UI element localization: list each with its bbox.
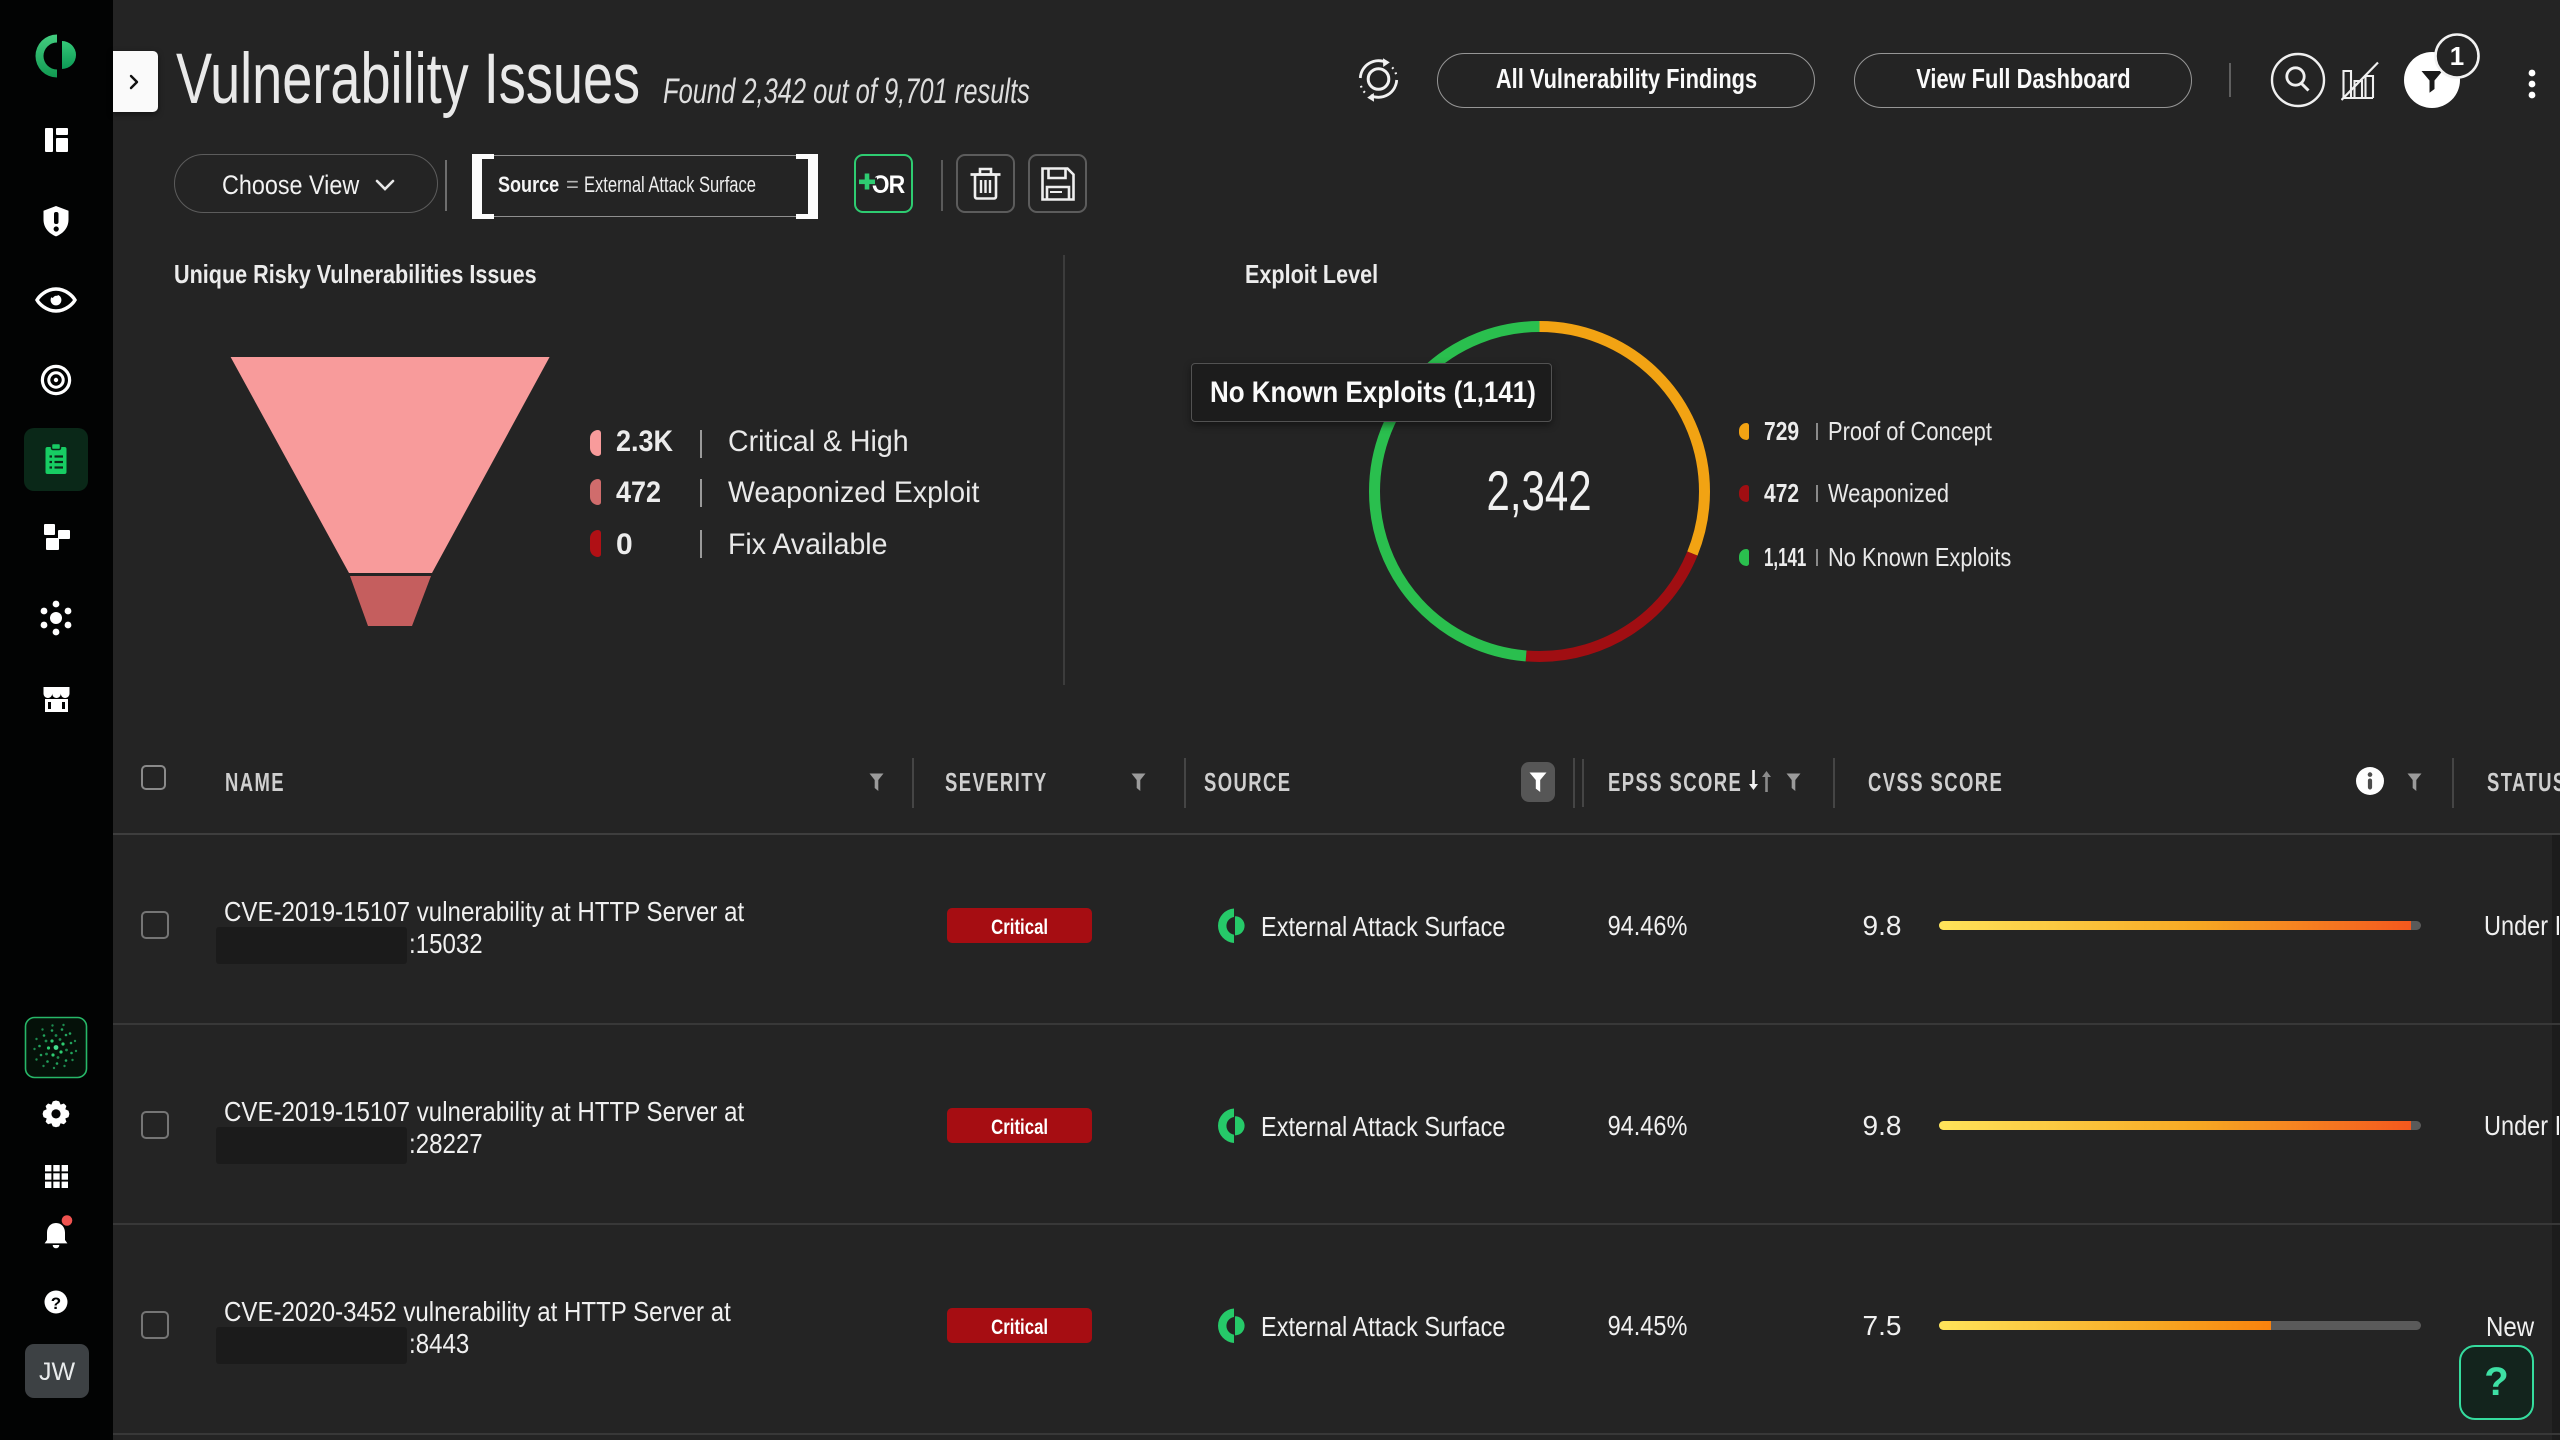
- svg-text:OR: OR: [872, 171, 905, 199]
- svg-text:JW: JW: [39, 1358, 76, 1386]
- svg-text:1: 1: [2450, 41, 2464, 71]
- svg-text:?: ?: [51, 1294, 61, 1313]
